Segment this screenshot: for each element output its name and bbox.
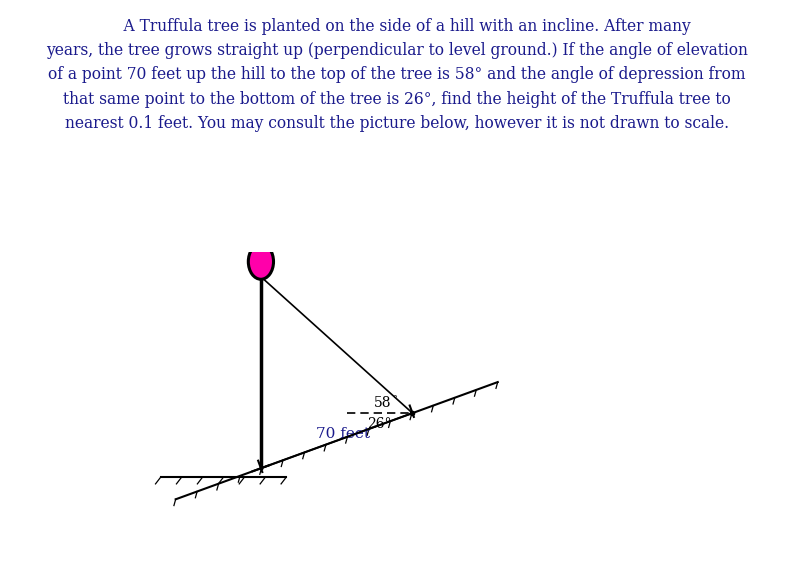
Text: 58: 58 — [374, 396, 391, 410]
Ellipse shape — [249, 244, 273, 279]
Text: 70 feet: 70 feet — [316, 427, 370, 441]
Text: 26°: 26° — [367, 417, 391, 431]
Text: A Truffula tree is planted on the side of a hill with an incline. After many
yea: A Truffula tree is planted on the side o… — [46, 18, 748, 132]
Text: °: ° — [392, 395, 397, 404]
